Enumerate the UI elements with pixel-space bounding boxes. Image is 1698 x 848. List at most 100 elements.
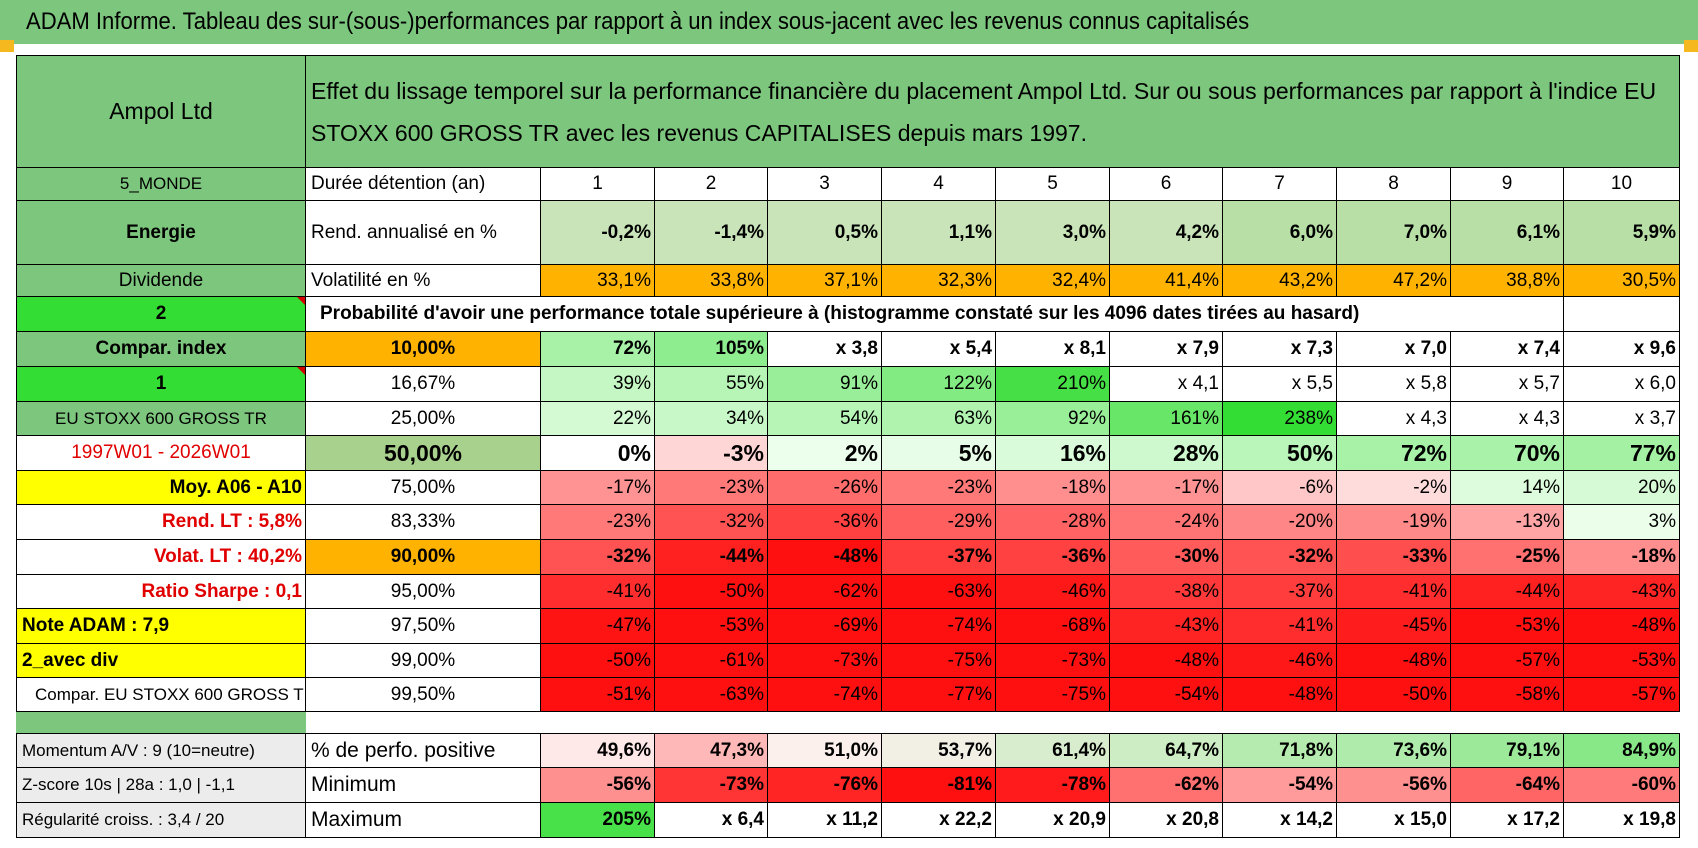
quantile-threshold: 99,50% — [306, 678, 541, 712]
summary-value: -73% — [655, 768, 768, 803]
quantile-value: -44% — [1451, 575, 1564, 609]
volatility-value: 47,2% — [1337, 265, 1451, 297]
quantile-value: 238% — [1223, 402, 1337, 436]
title-banner: ADAM Informe. Tableau des sur-(sous-)per… — [0, 0, 1698, 44]
corner-marker-right — [1684, 40, 1698, 52]
summary-value: 51,0% — [768, 733, 882, 768]
quantile-value: -45% — [1337, 609, 1451, 644]
annual-return-value: 3,0% — [996, 201, 1110, 265]
index-name: EU STOXX 600 GROSS TR — [16, 402, 306, 436]
summary-value: -78% — [996, 768, 1110, 803]
annual-return-value: 1,1% — [882, 201, 996, 265]
quantile-value: x 4,1 — [1110, 367, 1223, 402]
quantile-value: 3% — [1564, 505, 1680, 540]
quantile-value: x 5,7 — [1451, 367, 1564, 402]
compar-index-label: Compar. index — [16, 332, 306, 367]
quantile-value: -63% — [882, 575, 996, 609]
quantile-value: -48% — [1110, 644, 1223, 678]
quantile-value: -46% — [1223, 644, 1337, 678]
summary-value: 71,8% — [1223, 733, 1337, 768]
quantile-value: -57% — [1451, 644, 1564, 678]
quantile-value: -53% — [655, 609, 768, 644]
quantile-value: x 7,3 — [1223, 332, 1337, 367]
table-description: Effet du lissage temporel sur la perform… — [306, 55, 1680, 168]
separator-band — [16, 712, 306, 733]
annual-return-value: 7,0% — [1337, 201, 1451, 265]
annual-return-value: 5,9% — [1564, 201, 1680, 265]
long-term-volatility: Volat. LT : 40,2% — [16, 540, 306, 575]
quantile-value: -50% — [1337, 678, 1451, 712]
summary-value: -54% — [1223, 768, 1337, 803]
quantile-value: 39% — [541, 367, 655, 402]
quantile-value: -69% — [768, 609, 882, 644]
quantile-value: 72% — [541, 332, 655, 367]
quantile-value: -18% — [1564, 540, 1680, 575]
summary-value: 79,1% — [1451, 733, 1564, 768]
annual-return-value: 4,2% — [1110, 201, 1223, 265]
volatility-value: 43,2% — [1223, 265, 1337, 297]
quantile-value: -73% — [768, 644, 882, 678]
quantile-value: -13% — [1451, 505, 1564, 540]
quantile-value: -29% — [882, 505, 996, 540]
quantile-value: 22% — [541, 402, 655, 436]
quantile-value: 5% — [882, 436, 996, 471]
quantile-value: -48% — [768, 540, 882, 575]
year-header: 4 — [882, 168, 996, 201]
quantile-value: x 3,8 — [768, 332, 882, 367]
quantile-value: -48% — [1223, 678, 1337, 712]
long-term-return: Rend. LT : 5,8% — [16, 505, 306, 540]
quantile-value: 210% — [996, 367, 1110, 402]
quantile-value: -48% — [1564, 609, 1680, 644]
year-header: 6 — [1110, 168, 1223, 201]
quantile-value: -20% — [1223, 505, 1337, 540]
sector-label: Energie — [16, 201, 306, 265]
quantile-value: x 5,8 — [1337, 367, 1451, 402]
summary-left-label: Momentum A/V : 9 (10=neutre) — [16, 733, 306, 768]
annual-return-value: 0,5% — [768, 201, 882, 265]
quantile-value: -37% — [1223, 575, 1337, 609]
summary-value: 84,9% — [1564, 733, 1680, 768]
quantile-value: -63% — [655, 678, 768, 712]
volatility-value: 38,8% — [1451, 265, 1564, 297]
quantile-value: 91% — [768, 367, 882, 402]
quantile-value: 105% — [655, 332, 768, 367]
quantile-value: -23% — [541, 505, 655, 540]
quantile-threshold: 83,33% — [306, 505, 541, 540]
quantile-value: x 8,1 — [996, 332, 1110, 367]
quantile-value: x 4,3 — [1337, 402, 1451, 436]
quantile-threshold: 95,00% — [306, 575, 541, 609]
quantile-value: -47% — [541, 609, 655, 644]
summary-row-label: Minimum — [306, 768, 541, 803]
summary-value: 49,6% — [541, 733, 655, 768]
quantile-value: -43% — [1110, 609, 1223, 644]
summary-value: 47,3% — [655, 733, 768, 768]
code-cell-1: 2 — [16, 297, 306, 332]
volatility-value: 32,3% — [882, 265, 996, 297]
quantile-value: -41% — [1223, 609, 1337, 644]
quantile-value: -44% — [655, 540, 768, 575]
volatility-label: Volatilité en % — [306, 265, 541, 297]
annual-return-value: -0,2% — [541, 201, 655, 265]
quantile-value: -57% — [1564, 678, 1680, 712]
summary-left-label: Z-score 10s | 28a : 1,0 | -1,1 — [16, 768, 306, 803]
summary-value: -60% — [1564, 768, 1680, 803]
quantile-value: -50% — [655, 575, 768, 609]
quantile-value: -51% — [541, 678, 655, 712]
quantile-value: -18% — [996, 471, 1110, 505]
quantile-threshold: 90,00% — [306, 540, 541, 575]
quantile-value: -36% — [996, 540, 1110, 575]
quantile-value: 2% — [768, 436, 882, 471]
probability-heading: Probabilité d'avoir une performance tota… — [306, 297, 1564, 332]
quantile-value: -62% — [768, 575, 882, 609]
quantile-value: -77% — [882, 678, 996, 712]
quantile-value: -54% — [1110, 678, 1223, 712]
volatility-value: 37,1% — [768, 265, 882, 297]
year-header: 9 — [1451, 168, 1564, 201]
summary-value: 73,6% — [1337, 733, 1451, 768]
quantile-value: x 6,0 — [1564, 367, 1680, 402]
quantile-value: 161% — [1110, 402, 1223, 436]
quantile-value: -37% — [882, 540, 996, 575]
summary-value: x 14,2 — [1223, 803, 1337, 838]
quantile-value: -3% — [655, 436, 768, 471]
quantile-value: x 3,7 — [1564, 402, 1680, 436]
